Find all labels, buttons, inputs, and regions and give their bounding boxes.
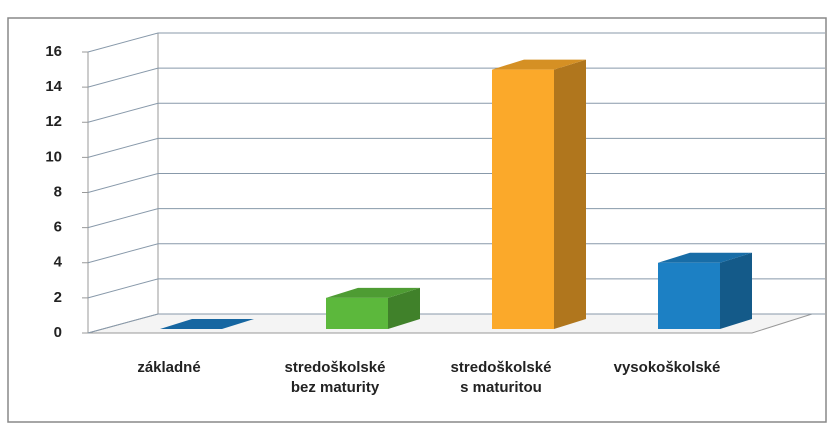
bar-face bbox=[554, 59, 586, 329]
frame bbox=[7, 17, 827, 423]
bar-face bbox=[326, 287, 420, 298]
bar bbox=[326, 287, 420, 329]
grid-line bbox=[87, 278, 825, 299]
x-tick-label: vysokoškolské bbox=[613, 359, 721, 376]
grid-line bbox=[87, 313, 825, 334]
y-tick-label: 12 bbox=[45, 113, 62, 130]
grid-line bbox=[87, 32, 825, 53]
y-tick-label: 6 bbox=[54, 219, 62, 236]
bar-face bbox=[720, 252, 752, 329]
grid-line bbox=[87, 102, 825, 123]
y-tick-label: 4 bbox=[54, 254, 63, 271]
x-tick-label: stredoškolské s maturitou bbox=[450, 359, 552, 396]
grid-line bbox=[87, 137, 825, 158]
bar-face bbox=[492, 69, 554, 329]
y-tick-label: 14 bbox=[45, 78, 62, 95]
y-tick-label: 16 bbox=[45, 43, 62, 60]
x-tick-label: základné bbox=[137, 359, 201, 376]
y-tick-label: 10 bbox=[45, 148, 62, 165]
grid-line bbox=[87, 67, 825, 88]
bar bbox=[160, 319, 254, 329]
grid-line bbox=[87, 243, 825, 264]
grid-line bbox=[87, 208, 825, 229]
bar-face bbox=[388, 287, 420, 329]
bar-face bbox=[658, 262, 720, 329]
bar bbox=[658, 252, 752, 329]
y-tick-label: 0 bbox=[54, 324, 62, 341]
bar-face bbox=[492, 59, 586, 70]
bar bbox=[492, 59, 586, 329]
bar-face bbox=[658, 252, 752, 263]
bar-face bbox=[326, 297, 388, 329]
x-tick-label: stredoškolské bez maturity bbox=[284, 359, 386, 396]
y-tick-label: 8 bbox=[54, 183, 62, 200]
bar-face bbox=[160, 319, 254, 329]
y-tick-label: 2 bbox=[54, 289, 62, 306]
grid-line bbox=[87, 173, 825, 193]
